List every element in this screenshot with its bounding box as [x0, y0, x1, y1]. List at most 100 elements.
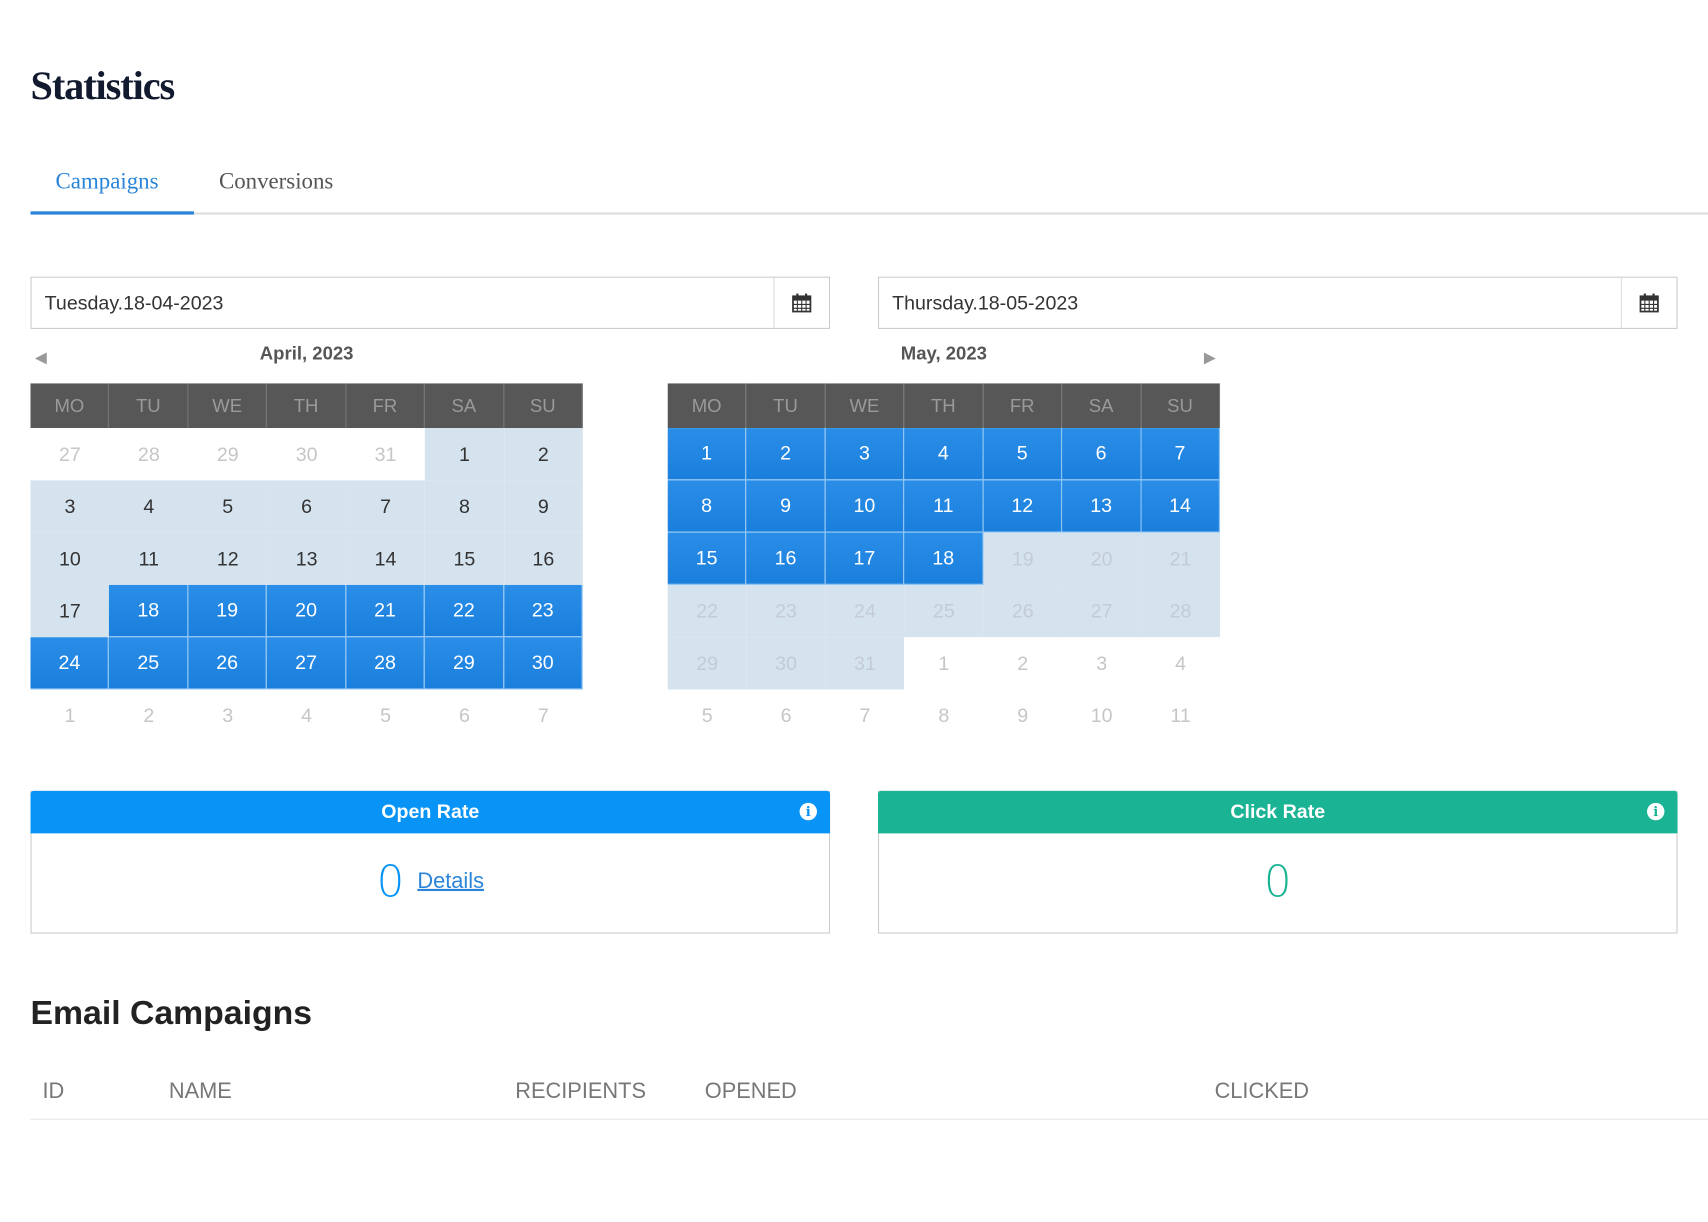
info-icon[interactable]: i — [799, 802, 817, 821]
calendar-day-range[interactable]: 6 — [267, 480, 347, 533]
details-link[interactable]: Details — [417, 869, 484, 894]
next-month-arrow-icon[interactable]: ▶ — [1203, 348, 1216, 367]
calendar-day-selected[interactable]: 11 — [904, 480, 984, 533]
open-rate-header: Open Rate i — [30, 790, 831, 834]
calendar-day-other[interactable]: 8 — [904, 689, 984, 742]
calendar-day-range[interactable]: 2 — [503, 428, 583, 481]
click-rate-header: Click Rate i — [877, 790, 1678, 834]
calendar-day-range[interactable]: 13 — [267, 532, 347, 585]
calendar-day-selected[interactable]: 15 — [667, 532, 747, 585]
calendar-day-selected[interactable]: 7 — [1141, 428, 1221, 481]
calendar-icon — [792, 293, 812, 313]
info-icon[interactable]: i — [1647, 802, 1665, 821]
calendar-day-other[interactable]: 1 — [904, 637, 984, 690]
calendar-day-selected[interactable]: 26 — [188, 637, 268, 690]
tab-campaigns[interactable]: Campaigns — [55, 167, 159, 194]
weekday-header: SU — [1141, 383, 1221, 429]
column-header-clicked[interactable]: CLICKED — [1214, 1079, 1310, 1104]
calendar-day-selected[interactable]: 23 — [503, 584, 583, 638]
calendar-day-other[interactable]: 7 — [825, 689, 905, 742]
calendar-day-selected[interactable]: 14 — [1141, 480, 1221, 533]
calendar-day-selected[interactable]: 1 — [667, 428, 747, 481]
calendar-day-range[interactable]: 1 — [424, 428, 504, 481]
column-header-recipients[interactable]: RECIPIENTS — [515, 1079, 646, 1104]
calendar-day-other[interactable]: 30 — [267, 428, 347, 481]
calendar-day-other[interactable]: 2 — [983, 637, 1063, 690]
calendar-day-selected[interactable]: 25 — [109, 637, 189, 690]
prev-month-arrow-icon[interactable]: ◀ — [34, 348, 47, 367]
calendar-day-range[interactable]: 10 — [30, 532, 110, 585]
calendar-day-range[interactable]: 9 — [503, 480, 583, 533]
calendar-day-other[interactable]: 9 — [983, 689, 1063, 742]
calendar-day-selected[interactable]: 18 — [904, 532, 984, 585]
calendar-day-other[interactable]: 27 — [30, 428, 110, 481]
calendar-day-selected[interactable]: 28 — [346, 637, 425, 690]
calendar-day-selected[interactable]: 17 — [825, 532, 905, 585]
calendar-day-other[interactable]: 28 — [109, 428, 189, 481]
column-header-opened[interactable]: OPENED — [704, 1079, 797, 1104]
calendar-day-selected[interactable]: 18 — [109, 584, 189, 638]
calendar-day-range[interactable]: 7 — [346, 480, 425, 533]
calendar-day-other[interactable]: 5 — [667, 689, 747, 742]
end-date-field[interactable]: Thursday.18-05-2023 — [877, 276, 1678, 329]
calendar-day-other[interactable]: 4 — [267, 689, 347, 742]
calendar-day-range[interactable]: 16 — [503, 532, 583, 585]
calendar-day-selected[interactable]: 13 — [1062, 480, 1142, 533]
calendar-day-range[interactable]: 15 — [424, 532, 504, 585]
calendar-day-selected[interactable]: 19 — [188, 584, 268, 638]
calendar-day-selected[interactable]: 9 — [746, 480, 826, 533]
calendar-day-range[interactable]: 12 — [188, 532, 268, 585]
calendar-day-selected[interactable]: 22 — [424, 584, 504, 638]
start-date-field[interactable]: Tuesday.18-04-2023 — [30, 276, 831, 329]
start-date-calendar-button[interactable] — [773, 277, 829, 328]
calendar-day-range[interactable]: 5 — [188, 480, 268, 533]
calendar-day-other[interactable]: 11 — [1141, 689, 1221, 742]
calendar-day-other[interactable]: 31 — [346, 428, 425, 481]
calendar-day-selected[interactable]: 3 — [825, 428, 905, 481]
calendar-day-selected[interactable]: 12 — [983, 480, 1063, 533]
column-header-id[interactable]: ID — [42, 1079, 65, 1104]
calendar-day-other[interactable]: 10 — [1062, 689, 1142, 742]
calendar-day-disabled: 29 — [667, 637, 747, 690]
calendar-day-disabled: 19 — [983, 532, 1063, 585]
calendar-day-range[interactable]: 11 — [109, 532, 189, 585]
calendar-day-other[interactable]: 6 — [746, 689, 826, 742]
calendar-day-selected[interactable]: 29 — [424, 637, 504, 690]
email-campaigns-heading: Email Campaigns — [30, 993, 312, 1032]
click-rate-value: 0 — [1263, 857, 1292, 908]
calendar-day-range[interactable]: 17 — [30, 584, 110, 638]
calendar-day-other[interactable]: 5 — [346, 689, 425, 742]
calendar-day-range[interactable]: 8 — [424, 480, 504, 533]
calendar-day-selected[interactable]: 2 — [746, 428, 826, 481]
calendar-day-selected[interactable]: 8 — [667, 480, 747, 533]
calendar-day-selected[interactable]: 16 — [746, 532, 826, 585]
calendar-day-selected[interactable]: 10 — [825, 480, 905, 533]
calendar-day-selected[interactable]: 30 — [503, 637, 583, 690]
calendar-day-selected[interactable]: 5 — [983, 428, 1063, 481]
column-header-name[interactable]: NAME — [168, 1079, 232, 1104]
calendar-day-selected[interactable]: 4 — [904, 428, 984, 481]
weekday-header: TU — [746, 383, 826, 429]
tab-conversions[interactable]: Conversions — [218, 167, 334, 194]
calendar-month-title: May, 2023 — [900, 343, 987, 364]
calendar-day-selected[interactable]: 20 — [267, 584, 347, 638]
end-date-value[interactable]: Thursday.18-05-2023 — [892, 291, 1079, 314]
calendar-day-other[interactable]: 3 — [1062, 637, 1142, 690]
calendar-day-range[interactable]: 4 — [109, 480, 189, 533]
calendar-day-other[interactable]: 3 — [188, 689, 268, 742]
calendar-day-selected[interactable]: 27 — [267, 637, 347, 690]
calendar-day-range[interactable]: 3 — [30, 480, 110, 533]
calendar-day-disabled: 24 — [825, 584, 905, 638]
calendar-day-range[interactable]: 14 — [346, 532, 425, 585]
calendar-day-other[interactable]: 29 — [188, 428, 268, 481]
end-date-calendar-button[interactable] — [1620, 277, 1677, 328]
calendar-day-selected[interactable]: 6 — [1062, 428, 1142, 481]
calendar-day-other[interactable]: 6 — [424, 689, 504, 742]
calendar-day-other[interactable]: 7 — [503, 689, 583, 742]
start-date-value[interactable]: Tuesday.18-04-2023 — [44, 291, 224, 314]
calendar-day-other[interactable]: 2 — [109, 689, 189, 742]
calendar-day-other[interactable]: 1 — [30, 689, 110, 742]
calendar-day-other[interactable]: 4 — [1141, 637, 1221, 690]
calendar-day-selected[interactable]: 21 — [346, 584, 425, 638]
calendar-day-selected[interactable]: 24 — [30, 637, 110, 690]
